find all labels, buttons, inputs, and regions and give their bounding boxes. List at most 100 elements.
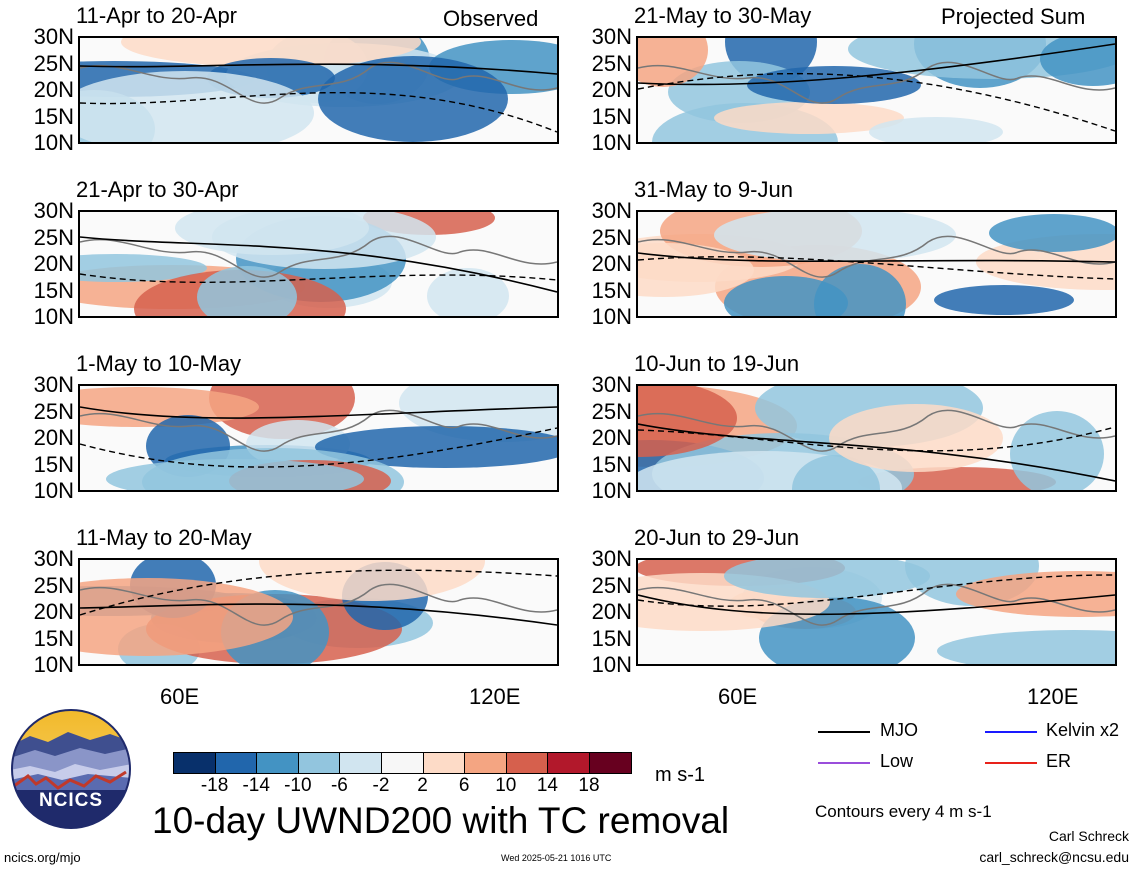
legend-kelvin-line	[985, 731, 1037, 733]
lat-label: 30N	[33, 546, 74, 571]
lat-label: 25N	[33, 572, 74, 598]
legend-mjo-label: MJO	[880, 720, 918, 740]
lat-label: 20N	[33, 425, 74, 450]
anomaly-shading	[747, 66, 921, 104]
anomaly-shading	[792, 455, 880, 490]
wind-anomaly-field	[638, 212, 1115, 316]
colorbar	[173, 752, 632, 774]
colorbar-tick-label: -14	[242, 775, 270, 796]
coastline	[80, 409, 557, 452]
anomaly-shading	[869, 117, 1003, 142]
author-name: Carl Schreck	[1048, 828, 1129, 844]
wind-anomaly-field	[638, 386, 1115, 490]
lat-label: 30N	[591, 546, 632, 571]
map-panel	[78, 384, 559, 492]
anomaly-shading	[80, 71, 314, 142]
anomaly-shading	[197, 266, 297, 316]
lat-label: 10N	[591, 304, 632, 329]
contour-note: Contours every 4 m s-1	[815, 802, 992, 821]
legend-er-line	[985, 762, 1037, 764]
lat-label: 20N	[591, 251, 632, 276]
ncics-logo-graphic	[11, 709, 131, 829]
lat-label: 30N	[33, 372, 74, 397]
anomaly-shading	[1010, 411, 1104, 490]
figure-title: 10-day UWND200 with TC removal	[152, 800, 730, 841]
colorbar-tick-label: -6	[330, 775, 348, 796]
projected-label: Projected Sum	[941, 4, 1086, 29]
colorbar-tick-label: 10	[495, 775, 517, 796]
colorbar-tick-label: -18	[200, 775, 229, 796]
lat-label: 25N	[591, 224, 632, 250]
map-panel	[78, 36, 559, 144]
mjo-contour-positive	[638, 43, 1115, 86]
map-panel	[78, 558, 559, 666]
colorbar-tick-label: -2	[372, 775, 390, 796]
ncics-logo-text: NCICS	[38, 790, 104, 811]
lat-label: 20N	[33, 599, 74, 624]
lat-label: 20N	[33, 77, 74, 102]
anomaly-shading	[814, 264, 906, 316]
anomaly-shading	[989, 214, 1115, 252]
mjo-contour-negative	[638, 574, 1115, 607]
mjo-contour-negative	[80, 91, 557, 133]
anomaly-shading	[724, 560, 930, 598]
render-timestamp: Wed 2025-05-21 1016 UTC	[501, 853, 612, 863]
ncics-logo: NCICS	[10, 708, 132, 830]
colorbar-swatch	[174, 753, 216, 773]
colorbar-swatch	[298, 753, 341, 773]
lon-label-60e-right: 60E	[718, 684, 758, 709]
panel-date-label: 21-Apr to 30-Apr	[76, 177, 239, 202]
wind-anomaly-field	[80, 560, 557, 664]
lat-label: 20N	[591, 77, 632, 102]
lon-label-120e-right: 120E	[1027, 684, 1079, 709]
lat-label: 20N	[33, 251, 74, 276]
panel-date-label: 10-Jun to 19-Jun	[634, 351, 800, 376]
colorbar-tick-label: 2	[417, 775, 428, 796]
observed-label: Observed	[443, 6, 539, 31]
mjo-contour-negative	[80, 273, 557, 283]
lat-label: 10N	[591, 652, 632, 677]
lat-label: 25N	[591, 398, 632, 424]
anomaly-shading	[638, 38, 708, 87]
author-email: carl_schreck@ncsu.edu	[979, 849, 1129, 865]
lat-label: 30N	[591, 24, 632, 49]
anomaly-shading	[427, 268, 509, 316]
wind-anomaly-field	[80, 212, 557, 316]
lat-label: 10N	[33, 652, 74, 677]
lat-label: 30N	[591, 372, 632, 397]
anomaly-shading	[121, 38, 421, 67]
anomaly-shading	[1040, 38, 1115, 86]
colorbar-swatch	[340, 753, 382, 773]
mjo-contour-negative	[638, 72, 1115, 132]
panel-date-label: 1-May to 10-May	[76, 351, 242, 376]
colorbar-units: m s-1	[655, 764, 705, 786]
wind-anomaly-field	[638, 38, 1115, 142]
colorbar-tick-label: -10	[284, 775, 312, 796]
site-url: ncics.org/mjo	[4, 850, 81, 865]
anomaly-shading	[212, 212, 436, 269]
colorbar-swatch	[423, 753, 466, 773]
colorbar-swatch	[465, 753, 507, 773]
mjo-contour-positive	[80, 63, 557, 75]
colorbar-tick-label: 18	[578, 775, 600, 796]
coastline	[638, 235, 1115, 278]
mjo-contour-positive	[638, 423, 1115, 482]
lat-label: 30N	[591, 198, 632, 223]
colorbar-swatch	[381, 753, 424, 773]
coastline	[638, 61, 1115, 104]
map-panel	[636, 36, 1117, 144]
map-panel	[78, 210, 559, 318]
lat-label: 25N	[33, 224, 74, 250]
colorbar-swatch	[589, 753, 631, 773]
mjo-contour-positive	[80, 236, 557, 293]
lat-label: 30N	[33, 24, 74, 49]
panel-date-label: 21-May to 30-May	[634, 3, 812, 28]
lat-label: 15N	[33, 103, 74, 129]
colorbar-tick-label: 6	[458, 775, 470, 796]
lat-label: 10N	[591, 478, 632, 503]
map-panel	[636, 384, 1117, 492]
colorbar-tick-label: 14	[536, 775, 558, 796]
mjo-contour-negative	[80, 569, 557, 616]
mjo-contour-positive	[80, 406, 557, 419]
anomaly-shading	[714, 102, 904, 134]
